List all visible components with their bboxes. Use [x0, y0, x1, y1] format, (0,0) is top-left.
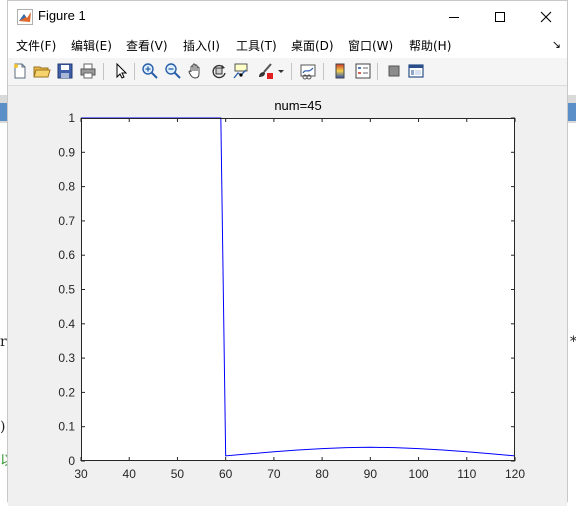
data-cursor-button[interactable] [232, 62, 250, 80]
menu-overflow-icon[interactable]: ↘ [551, 38, 561, 51]
y-tick-label: 0.8 [58, 180, 75, 194]
menu-bar: 文件(F) 编辑(E) 查看(V) 插入(I) 工具(T) 桌面(D) 窗口(W… [8, 32, 567, 58]
minimize-icon [449, 16, 459, 18]
zoom-out-icon [165, 63, 181, 79]
maximize-button[interactable] [477, 1, 523, 32]
new-figure-button[interactable] [11, 62, 29, 80]
save-button[interactable] [56, 62, 74, 80]
x-tick-label: 50 [171, 467, 185, 481]
zoom-out-button[interactable] [164, 62, 182, 80]
plot-svg[interactable]: 30 40 50 60 70 80 90 100 110 120 0 0.1 0.2 0.3 0.4 0.5… [8, 86, 567, 506]
axes-frame [81, 118, 515, 461]
y-tick-label: 0 [68, 454, 75, 468]
y-tick-label: 0.6 [58, 248, 75, 262]
new-figure-icon [14, 63, 26, 79]
close-button[interactable] [523, 1, 569, 32]
background-accent [568, 103, 576, 121]
menu-edit[interactable]: 编辑(E) [71, 39, 112, 53]
link-plot-button[interactable] [299, 62, 317, 80]
y-tick-label: 0.2 [58, 385, 75, 399]
y-axis-tick-labels: 0 0.1 0.2 0.3 0.4 0.5 0.6 0.7 0.8 0.9 1 [58, 111, 75, 468]
print-icon [80, 63, 96, 79]
menu-file[interactable]: 文件(F) [16, 39, 57, 53]
toolbar-separator [377, 63, 378, 80]
maximize-icon [495, 11, 505, 22]
x-tick-label: 70 [267, 467, 281, 481]
toolbar-separator [291, 63, 292, 80]
hide-plot-tools-button[interactable] [385, 62, 403, 80]
background-text: r [0, 334, 7, 350]
figure-canvas[interactable]: 30 40 50 60 70 80 90 100 110 120 0 0.1 0.2 0.3 0.4 0.5… [8, 86, 567, 506]
y-tick-label: 0.7 [58, 214, 75, 228]
figure-toolbar [8, 58, 567, 86]
open-button[interactable] [33, 62, 51, 80]
toolbar-separator [134, 63, 135, 80]
minimize-button[interactable] [431, 1, 477, 32]
link-plot-icon [300, 64, 316, 80]
y-tick-label: 0.4 [58, 317, 75, 331]
toolbar-separator [323, 63, 324, 80]
x-tick-label: 120 [505, 467, 525, 481]
chart-title: num=45 [274, 98, 321, 113]
y-tick-label: 0.1 [58, 420, 75, 434]
data-line [81, 117, 516, 457]
axes-background[interactable] [81, 118, 515, 461]
print-button[interactable] [79, 62, 97, 80]
pan-button[interactable] [187, 62, 205, 80]
pan-icon [188, 63, 200, 79]
toolbar-separator [103, 63, 104, 80]
brush-dropdown[interactable] [277, 62, 285, 80]
show-plot-tools-icon [408, 64, 424, 78]
insert-legend-icon [355, 63, 371, 79]
x-tick-label: 110 [457, 467, 476, 481]
insert-legend-button[interactable] [354, 62, 372, 80]
save-icon [57, 63, 73, 79]
rotate-3d-button[interactable] [210, 62, 228, 80]
rotate-3d-icon [212, 64, 226, 79]
x-axis-tick-labels: 30 40 50 60 70 80 90 100 110 120 [74, 467, 525, 481]
matlab-logo-icon [17, 9, 33, 25]
open-icon [33, 66, 51, 78]
insert-colorbar-icon [335, 63, 345, 79]
x-tick-label: 80 [315, 467, 329, 481]
menu-desktop[interactable]: 桌面(D) [291, 39, 334, 53]
x-tick-label: 30 [74, 467, 88, 481]
window-title: Figure 1 [38, 8, 86, 23]
menu-window[interactable]: 窗口(W) [348, 39, 394, 53]
menu-help[interactable]: 帮助(H) [409, 39, 452, 53]
y-tick-label: 1 [68, 111, 75, 125]
menu-tools[interactable]: 工具(T) [236, 39, 277, 53]
pointer-icon [116, 62, 128, 79]
y-tick-label: 0.5 [58, 283, 75, 297]
show-plot-tools-button[interactable] [407, 62, 425, 80]
title-bar[interactable]: Figure 1 [8, 1, 567, 32]
x-tick-label: 100 [409, 467, 429, 481]
brush-button[interactable] [256, 62, 274, 80]
x-tick-label: 60 [219, 467, 233, 481]
background-text: ) [0, 419, 6, 435]
data-cursor-icon [233, 63, 248, 79]
zoom-in-icon [142, 63, 158, 79]
brush-dropdown-icon [278, 70, 284, 73]
insert-colorbar-button[interactable] [331, 62, 349, 80]
x-tick-label: 40 [123, 467, 137, 481]
x-tick-label: 90 [364, 467, 378, 481]
figure-window: Figure 1 文件(F) 编辑(E) 查看(V) 插入(I) 工具(T) 桌… [7, 0, 568, 506]
background-accent [0, 103, 8, 121]
y-tick-label: 0.9 [58, 145, 75, 159]
pointer-button[interactable] [111, 62, 129, 80]
close-icon [540, 11, 552, 22]
menu-view[interactable]: 查看(V) [126, 39, 168, 53]
brush-icon [259, 63, 273, 79]
y-tick-label: 0.3 [58, 351, 75, 365]
hide-plot-tools-icon [388, 65, 400, 77]
zoom-in-button[interactable] [141, 62, 159, 80]
background-text: * [570, 334, 576, 350]
menu-insert[interactable]: 插入(I) [183, 39, 220, 53]
